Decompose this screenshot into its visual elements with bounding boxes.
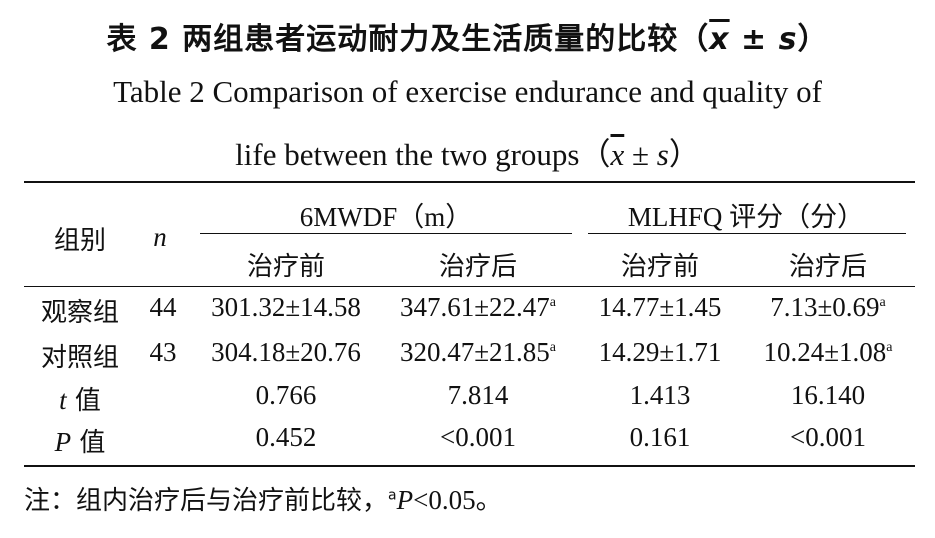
row-observation-6mwd-before: 301.32±14.58 [211,292,361,322]
header-6mwd-after: 治疗后 [438,252,518,282]
row-t-6mwd-after: 7.814 [447,380,509,410]
title-cn-mean-symbol: x [709,22,730,57]
title-en-mean-symbol: x [610,137,625,172]
row-control-label: 对照组 [40,343,120,373]
row-t-6mwd-before: 0.766 [255,380,317,410]
title-cn-plusminus: ± [729,22,779,57]
p-symbol: P [54,427,72,457]
superscript-a: a [886,340,893,355]
row-control-6mwd-before: 304.18±20.76 [211,337,361,367]
header-mlhfq: MLHFQ 评分（分） [627,202,865,232]
row-observation-label: 观察组 [40,298,120,328]
superscript-a: a [879,295,886,310]
row-observation-n: 44 [149,292,177,322]
superscript-a: a [549,295,557,310]
header-mlhfq-after: 治疗后 [788,252,868,282]
row-p-6mwd-after: <0.001 [440,422,516,452]
title-en-text: life between the two groups（ [235,137,611,172]
row-p-6mwd-before: 0.452 [255,422,317,452]
row-p-mlhfq-before: 0.161 [629,422,691,452]
table-header-rule [24,286,915,287]
superscript-a: a [549,340,557,355]
header-mlhfq-underline [588,233,906,234]
header-6mwd: 6MWDF（m） [299,202,473,232]
title-cn-close: ） [797,22,829,57]
row-observation-mlhfq-after: 7.13±0.69a [770,292,886,322]
table-footnote: 注：组内治疗后与治疗前比较，aP<0.05。 [24,478,503,517]
row-control-mlhfq-before: 14.29±1.71 [598,337,722,367]
footnote-p-symbol: P [396,485,414,515]
title-en-sd-symbol: s [656,137,669,172]
title-cn-sd-symbol: s [778,22,798,57]
footnote-threshold: <0.05。 [413,485,503,515]
row-control-mlhfq-after: 10.24±1.08a [763,337,893,367]
table-bottom-rule [24,465,915,467]
title-en-plusminus: ± [624,137,657,172]
title-cn-text: 表 2 两组患者运动耐力及生活质量的比较（ [106,22,710,57]
header-6mwd-underline [200,233,572,234]
row-observation-6mwd-after: 347.61±22.47a [399,292,557,322]
t-symbol: t [59,385,67,415]
table-title-chinese: 表 2 两组患者运动耐力及生活质量的比较（x ± s） [0,14,935,58]
row-observation-mlhfq-before: 14.77±1.45 [598,292,722,322]
row-t-mlhfq-after: 16.140 [790,380,866,410]
table-title-english-line1: Table 2 Comparison of exercise endurance… [113,74,822,109]
footnote-superscript-a: a [388,487,397,504]
footnote-text: 注：组内治疗后与治疗前比较， [24,486,389,516]
header-n: n [153,222,167,252]
table-title-english-line2: life between the two groups（x ± s） [0,129,935,174]
title-en-close: ） [668,137,700,172]
header-group: 组别 [53,226,107,256]
row-control-6mwd-after: 320.47±21.85a [399,337,557,367]
row-p-mlhfq-after: <0.001 [790,422,866,452]
table-top-rule [24,181,915,183]
header-mlhfq-before: 治疗前 [620,252,700,282]
header-6mwd-before: 治疗前 [246,252,326,282]
row-control-n: 43 [149,337,177,367]
row-p-label: P 值 [54,427,106,458]
row-t-label: t 值 [59,385,101,416]
row-t-mlhfq-before: 1.413 [629,380,691,410]
